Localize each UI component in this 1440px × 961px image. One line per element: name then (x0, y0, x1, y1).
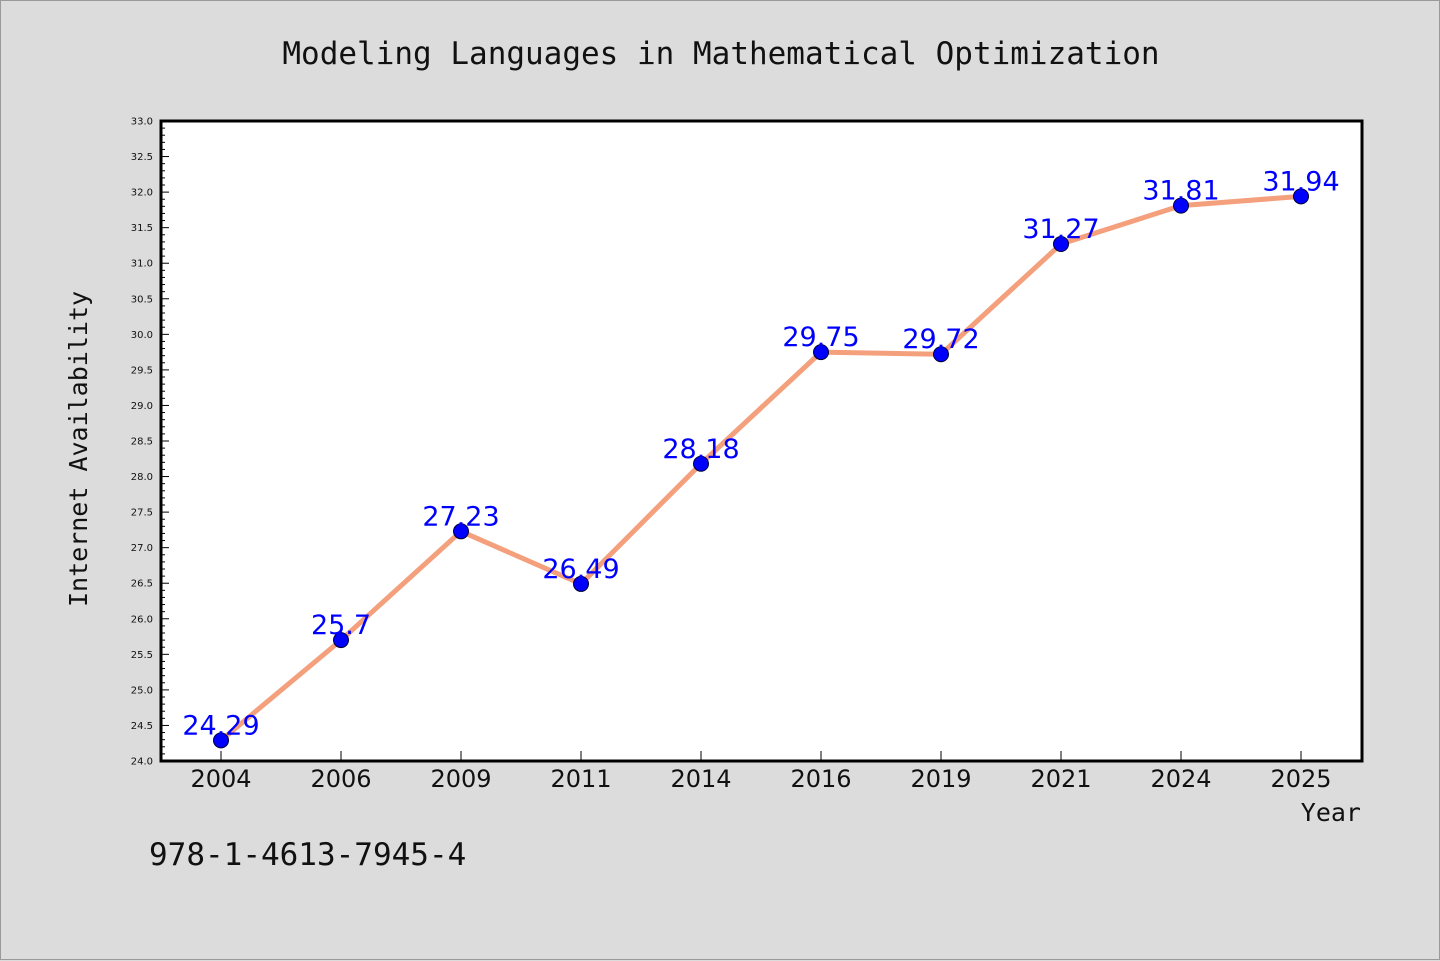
data-label: 31.81 (1142, 176, 1219, 207)
y-axis: 24.0 24.5 25.0 25.5 26.0 26.5 27.0 27.5 28.0 28.5… (131, 117, 169, 768)
data-point (333, 632, 349, 649)
series-line (219, 193, 1302, 743)
x-tick-label: 2021 (1030, 765, 1091, 793)
y-tick-label: 31.0 (131, 259, 153, 270)
chart-title: Modeling Languages in Mathematical Optim… (282, 36, 1159, 72)
y-tick-label: 32.5 (131, 152, 153, 163)
x-tick-label: 2016 (790, 765, 851, 793)
data-point (933, 346, 949, 363)
data-point (573, 575, 589, 592)
y-tick-label: 29.0 (131, 401, 153, 412)
y-tick-label: 29.5 (131, 365, 153, 376)
x-tick-label: 2024 (1150, 765, 1211, 793)
y-tick-label: 28.5 (131, 437, 153, 448)
y-tick-label: 25.0 (131, 685, 153, 696)
y-tick-label: 25.5 (131, 650, 153, 661)
y-axis-label: Internet Availability (64, 291, 93, 607)
x-tick-label: 2019 (910, 765, 971, 793)
data-label: 31.27 (1022, 214, 1099, 245)
y-tick-label: 30.5 (131, 294, 153, 305)
x-axis: 2004 2006 2009 2011 2014 2016 2019 2021 2024 2025 (190, 751, 1332, 793)
data-label: 29.75 (782, 322, 859, 353)
data-point (1293, 188, 1309, 205)
data-label: 27.23 (422, 501, 499, 532)
data-point (813, 344, 829, 361)
data-point (693, 455, 709, 472)
data-label: 25.7 (311, 610, 371, 641)
isbn-text: 978-1-4613-7945-4 (149, 837, 466, 873)
data-point (1173, 197, 1189, 214)
y-tick-label: 26.5 (131, 579, 153, 590)
y-tick-label: 24.5 (131, 721, 153, 732)
data-point (453, 523, 469, 540)
y-tick-label: 26.0 (131, 614, 153, 625)
y-tick-label: 24.0 (131, 757, 153, 768)
plot-area (159, 119, 1364, 763)
data-point (213, 732, 229, 749)
x-tick-label: 2025 (1270, 765, 1331, 793)
data-label: 28.18 (662, 434, 739, 465)
y-tick-label: 27.5 (131, 508, 153, 519)
data-label: 26.49 (542, 554, 619, 585)
data-point (1053, 236, 1069, 253)
y-tick-label: 32.0 (131, 188, 153, 199)
y-tick-label: 27.0 (131, 543, 153, 554)
x-tick-label: 2014 (670, 765, 731, 793)
data-markers (213, 188, 1309, 749)
data-labels: 24.29 25.7 27.23 26.49 28.18 29.75 29.72 31.27 3… (182, 166, 1339, 741)
x-tick-label: 2009 (430, 765, 491, 793)
data-label: 24.29 (182, 710, 259, 741)
x-tick-label: 2004 (190, 765, 251, 793)
data-label: 29.72 (902, 324, 979, 355)
y-tick-label: 30.0 (131, 330, 153, 341)
y-tick-label: 31.5 (131, 223, 153, 234)
y-tick-label: 33.0 (131, 117, 153, 128)
x-tick-label: 2006 (310, 765, 371, 793)
x-axis-label: Year (1301, 798, 1361, 827)
y-tick-label: 28.0 (131, 472, 153, 483)
data-label: 31.94 (1262, 166, 1339, 197)
x-tick-label: 2011 (550, 765, 611, 793)
